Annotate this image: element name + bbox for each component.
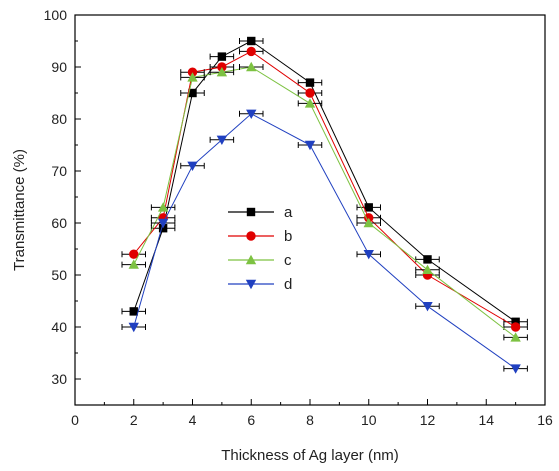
data-point-d	[304, 140, 316, 151]
y-tick-label: 90	[51, 59, 67, 75]
data-point-b	[129, 249, 139, 259]
x-axis-title: Thickness of Ag layer (nm)	[221, 447, 399, 464]
x-tick-label: 10	[361, 412, 377, 428]
y-tick-label: 60	[51, 215, 67, 231]
data-point-a	[247, 36, 256, 46]
y-axis-title: Transmittance (%)	[11, 149, 28, 271]
y-tick-label: 100	[44, 7, 68, 23]
series-c	[121, 61, 528, 342]
series-layer	[121, 36, 528, 374]
x-tick-label: 2	[130, 412, 138, 428]
legend-label: a	[284, 204, 293, 221]
series-b	[121, 46, 528, 332]
data-point-d	[128, 322, 139, 333]
legend-label: c	[284, 252, 292, 269]
x-tick-label: 0	[71, 412, 79, 428]
data-point-b	[510, 322, 521, 332]
data-point-a	[423, 255, 432, 264]
data-point-c	[157, 202, 169, 212]
data-point-c	[363, 217, 374, 228]
legend-marker	[246, 231, 256, 241]
data-point-a	[305, 78, 315, 87]
data-point-a	[188, 88, 197, 98]
legend-entry-d: d	[228, 276, 292, 293]
series-d	[121, 109, 528, 374]
legend-label: b	[284, 228, 292, 245]
legend-entry-b: b	[228, 228, 292, 245]
data-point-a	[511, 317, 520, 326]
legend-marker	[245, 279, 257, 290]
y-tick-label: 70	[51, 163, 67, 179]
data-point-d	[246, 109, 257, 119]
legend-entry-a: a	[228, 204, 293, 221]
data-point-c	[246, 61, 257, 72]
data-point-b	[246, 46, 256, 57]
data-point-b	[305, 88, 315, 98]
data-point-c	[216, 67, 228, 77]
data-point-a	[364, 203, 373, 212]
data-point-d	[157, 218, 169, 229]
x-tick-label: 4	[189, 412, 197, 428]
x-tick-label: 14	[478, 412, 494, 428]
x-tick-label: 12	[420, 412, 436, 428]
data-point-c	[422, 264, 433, 274]
series-a	[121, 36, 528, 326]
data-point-c	[187, 72, 198, 82]
legend-label: d	[284, 276, 292, 293]
x-tick-label: 16	[537, 412, 553, 428]
axis-ticks: 0 2 4 6 8 10 12 14 16 30 40 50 60 70 80 90 100	[44, 7, 553, 428]
data-point-c	[304, 98, 316, 108]
y-tick-label: 50	[51, 267, 67, 283]
data-point-d	[363, 250, 374, 260]
legend-marker	[245, 254, 257, 265]
x-tick-label: 8	[306, 412, 314, 428]
data-point-d	[216, 135, 228, 145]
data-point-a	[217, 52, 227, 61]
data-point-c	[510, 332, 521, 342]
legend-entry-c: c	[228, 252, 292, 269]
series-line-d	[133, 113, 516, 370]
plot-frame	[74, 14, 546, 406]
y-tick-label: 40	[51, 319, 67, 335]
y-tick-label: 80	[51, 111, 67, 127]
data-point-d	[510, 364, 521, 374]
data-point-a	[129, 307, 138, 316]
y-tick-label: 30	[51, 371, 67, 387]
data-point-d	[422, 302, 433, 312]
x-tick-label: 6	[247, 412, 255, 428]
data-point-c	[128, 259, 139, 269]
data-point-d	[187, 161, 198, 171]
legend-marker	[246, 207, 256, 217]
series-line-c	[133, 66, 516, 338]
